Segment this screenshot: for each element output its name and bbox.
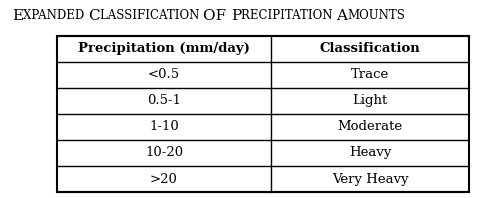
Text: A: A (336, 9, 347, 23)
Text: >20: >20 (150, 172, 178, 186)
Text: 0.5-1: 0.5-1 (147, 94, 181, 107)
Text: 10-20: 10-20 (145, 147, 183, 159)
Text: Light: Light (353, 94, 388, 107)
Text: MOUNTS: MOUNTS (347, 9, 405, 22)
Text: LASSIFICATION: LASSIFICATION (100, 9, 203, 22)
Text: RECIPITATION: RECIPITATION (241, 9, 336, 22)
Text: C: C (88, 9, 100, 23)
Text: <0.5: <0.5 (148, 68, 180, 81)
Text: XPANDED: XPANDED (23, 9, 88, 22)
Text: Moderate: Moderate (338, 120, 402, 133)
Text: Classification: Classification (319, 42, 421, 55)
Text: OF: OF (203, 9, 231, 23)
Text: Heavy: Heavy (349, 147, 391, 159)
Text: P: P (231, 9, 241, 23)
Text: 1-10: 1-10 (149, 120, 179, 133)
Text: E: E (12, 9, 23, 23)
Text: Very Heavy: Very Heavy (332, 172, 408, 186)
Text: Precipitation (mm/day): Precipitation (mm/day) (78, 42, 250, 55)
Text: Trace: Trace (351, 68, 389, 81)
